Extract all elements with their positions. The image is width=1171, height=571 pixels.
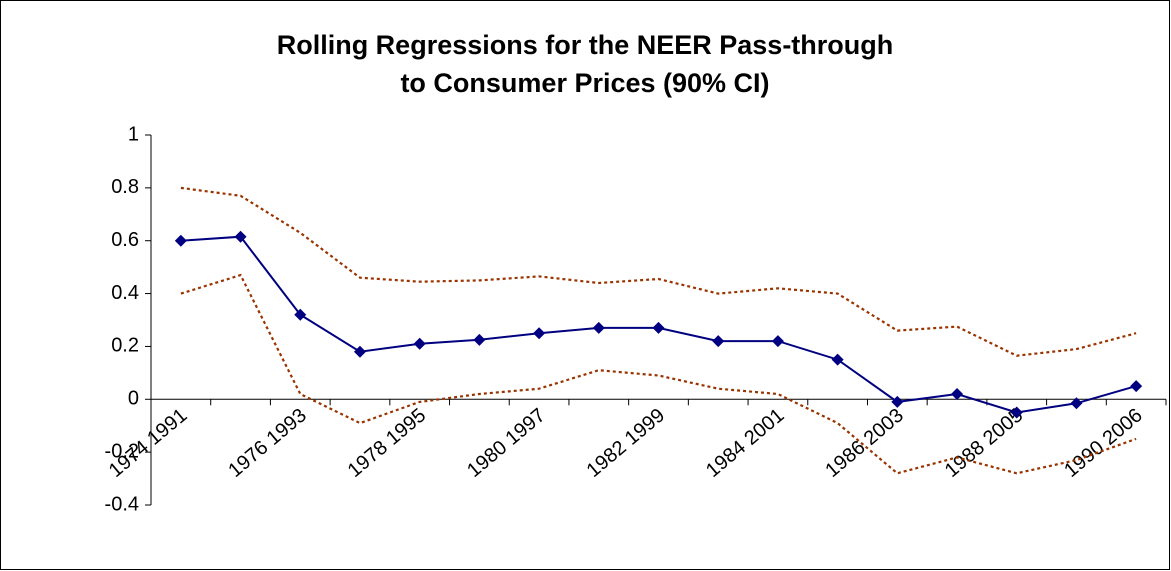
y-tick-label: -0.4 (105, 493, 139, 515)
y-tick-label: 0.8 (111, 176, 139, 198)
series-marker (353, 345, 366, 358)
y-tick-label: 0.6 (111, 229, 139, 251)
series-marker (174, 234, 187, 247)
series-marker (652, 321, 665, 334)
series-marker (413, 337, 426, 350)
series-marker (891, 395, 904, 408)
series-marker (234, 230, 247, 243)
series-marker (951, 388, 964, 400)
series-line (180, 186, 1137, 357)
series-marker (294, 308, 307, 321)
y-tick-label: 0.2 (111, 335, 139, 357)
y-tick-label: 1 (128, 123, 139, 145)
y-tick-label: -0.2 (105, 440, 139, 462)
series-marker (533, 327, 546, 340)
series-marker (592, 321, 605, 334)
y-tick-label: 0.4 (111, 282, 139, 304)
series-marker (473, 333, 486, 346)
series-marker (1010, 406, 1023, 419)
series-marker (712, 335, 725, 348)
chart-title: to Consumer Prices (90% CI) (400, 68, 769, 98)
series-marker (831, 353, 844, 366)
series-marker (1070, 397, 1083, 410)
series-marker (771, 335, 784, 348)
chart-title: Rolling Regressions for the NEER Pass-th… (277, 30, 894, 60)
series-marker (1130, 380, 1143, 393)
y-tick-label: 0 (128, 388, 139, 410)
